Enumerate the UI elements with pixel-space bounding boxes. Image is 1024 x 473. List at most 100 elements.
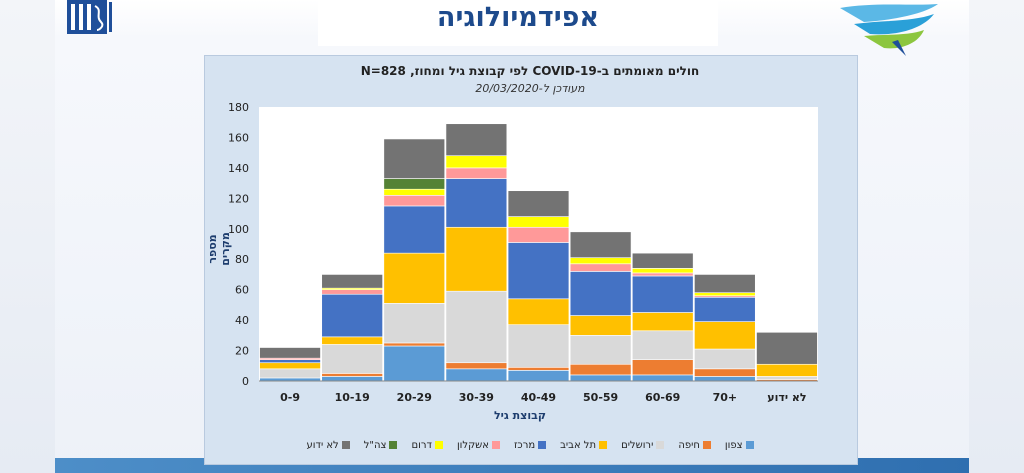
legend-label: צפון xyxy=(724,439,743,451)
y-axis-label: מספר מקרים xyxy=(206,232,232,266)
bar-segment xyxy=(445,226,508,292)
bar-segment xyxy=(694,296,756,322)
bar-segment xyxy=(631,268,694,274)
x-tick-label: 40-49 xyxy=(521,391,556,404)
bar-segment xyxy=(694,274,756,294)
bar-segment xyxy=(259,368,321,379)
y-tick-label: 160 xyxy=(228,131,249,144)
bar-segment xyxy=(445,362,508,370)
bar-segment xyxy=(445,368,508,382)
bar-segment xyxy=(383,178,446,190)
decorative-swoosh-icon xyxy=(840,4,938,56)
y-tick-label: 60 xyxy=(235,284,249,297)
bar-segment xyxy=(694,321,756,350)
legend-label: דרום xyxy=(411,439,432,451)
bar-segment xyxy=(569,335,632,365)
legend-swatch xyxy=(434,441,443,449)
legend-swatch xyxy=(745,441,754,449)
x-tick-label: +70 xyxy=(713,391,738,404)
x-tick-label: 60-69 xyxy=(645,391,680,404)
bar-segment xyxy=(694,376,756,382)
bar-segment xyxy=(445,123,508,157)
bar-segment xyxy=(445,155,508,169)
bar-segment xyxy=(569,271,632,316)
bar-segment xyxy=(569,263,632,272)
bar-segment xyxy=(259,347,321,359)
y-tick-label: 140 xyxy=(228,162,249,175)
bar-segment xyxy=(507,216,570,228)
chart-title: חולים מאומתים ב-COVID-19 לפי קבוצת גיל ו… xyxy=(360,64,700,78)
legend-item: תל אביב xyxy=(560,437,608,453)
bar-segment xyxy=(756,331,818,365)
bar-segment xyxy=(259,359,321,364)
legend-item: אשקלון xyxy=(457,437,500,453)
legend-item: דרום xyxy=(411,437,443,453)
bar-segment xyxy=(321,289,383,295)
bar-segment xyxy=(383,345,446,382)
bar-segment xyxy=(507,370,570,382)
bar-segment xyxy=(445,167,508,179)
legend-label: תל אביב xyxy=(560,439,597,451)
x-tick-label: 20-29 xyxy=(397,391,432,404)
legend-label: חיפה xyxy=(678,439,700,451)
x-tick-label: 30-39 xyxy=(459,391,494,404)
bar-segment xyxy=(507,298,570,325)
chart-subtitle: מעודכן ל-20/03/2020 xyxy=(475,82,585,95)
legend-label: ירושלים xyxy=(621,439,654,451)
bar-segment xyxy=(445,178,508,228)
legend-label: מרכז xyxy=(513,439,536,451)
bar-segment xyxy=(631,330,694,360)
bar-segment xyxy=(383,252,446,304)
bar-segment xyxy=(756,363,818,377)
y-tick-label: 100 xyxy=(228,223,249,236)
chart-legend: צפון חיפה ירושלים תל אביב מרכז אשקלון דרום צה"ל… xyxy=(204,437,856,453)
legend-label: צה"ל xyxy=(363,439,387,451)
y-tick-label: 0 xyxy=(242,375,249,388)
bar-segment xyxy=(569,231,632,258)
legend-item: ירושלים xyxy=(621,437,665,453)
legend-item: חיפה xyxy=(678,437,711,453)
bar-segment xyxy=(569,315,632,336)
bar-segment xyxy=(445,290,508,364)
bar-segment xyxy=(569,374,632,382)
legend-item: מרכז xyxy=(513,437,547,453)
y-tick-label: 180 xyxy=(228,101,249,114)
legend-item: לא ידוע xyxy=(307,437,350,453)
bar-segment xyxy=(569,363,632,376)
bar-segment xyxy=(631,272,694,277)
bar-segment xyxy=(694,368,756,377)
bar-segment xyxy=(383,188,446,196)
legend-swatch xyxy=(702,441,711,449)
bar-segment xyxy=(321,274,383,289)
bar-segment xyxy=(507,242,570,300)
right-backdrop xyxy=(969,0,1024,473)
bar-segment xyxy=(569,257,632,265)
x-tick-label: 0-9 xyxy=(280,391,300,404)
bar-segment xyxy=(321,373,383,377)
x-tick-label: 10-19 xyxy=(335,391,370,404)
bar-segment xyxy=(383,342,446,347)
bar-segment xyxy=(507,190,570,217)
legend-swatch xyxy=(538,441,547,449)
y-tick-label: 80 xyxy=(235,253,249,266)
left-backdrop xyxy=(0,0,55,473)
bar-segment xyxy=(383,194,446,207)
x-axis-label: קבוצת גיל xyxy=(494,409,546,422)
y-tick-label: 120 xyxy=(228,192,249,205)
legend-swatch xyxy=(389,441,398,449)
y-tick-label: 40 xyxy=(235,314,249,327)
bar-segment xyxy=(694,348,756,370)
bar-segment xyxy=(631,359,694,376)
bar-segment xyxy=(321,293,383,338)
bar-segment xyxy=(631,374,694,382)
slide-title: אפידמיולוגיה xyxy=(436,2,600,33)
bar-segment xyxy=(631,312,694,332)
legend-item: צפון xyxy=(725,437,754,453)
bar-segment xyxy=(321,336,383,345)
bar-segment xyxy=(383,205,446,254)
legend-swatch xyxy=(491,441,500,449)
bar-segment xyxy=(756,376,818,380)
bar-segment xyxy=(631,252,694,269)
bar-segment xyxy=(383,303,446,344)
